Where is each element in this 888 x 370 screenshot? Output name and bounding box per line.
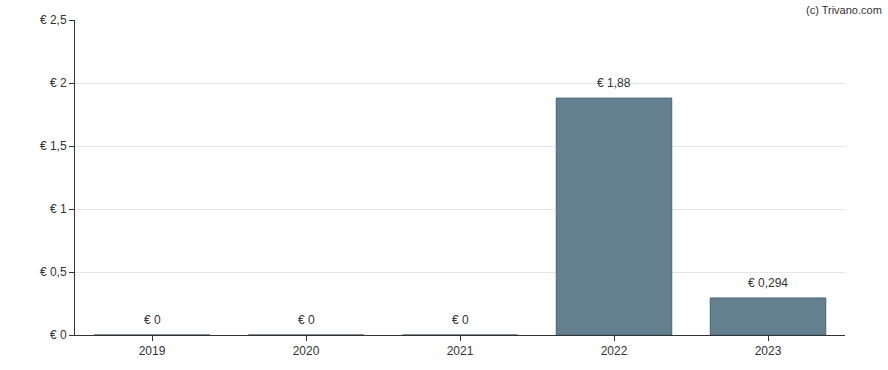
svg-text:€ 0,294: € 0,294: [748, 276, 788, 290]
svg-text:€ 0,5: € 0,5: [40, 265, 67, 279]
svg-text:2022: 2022: [601, 344, 628, 358]
svg-text:€ 2,5: € 2,5: [40, 13, 67, 27]
svg-text:€ 0: € 0: [144, 313, 161, 327]
svg-text:2023: 2023: [755, 344, 782, 358]
svg-text:(c) Trivano.com: (c) Trivano.com: [806, 4, 882, 16]
svg-text:€ 2: € 2: [50, 76, 67, 90]
svg-text:€ 0: € 0: [452, 313, 469, 327]
svg-text:2021: 2021: [447, 344, 474, 358]
svg-text:€ 1,88: € 1,88: [597, 76, 631, 90]
svg-text:€ 0: € 0: [50, 328, 67, 342]
svg-text:€ 1,5: € 1,5: [40, 139, 67, 153]
svg-text:€ 1: € 1: [50, 202, 67, 216]
svg-text:2020: 2020: [293, 344, 320, 358]
svg-text:€ 0: € 0: [298, 313, 315, 327]
svg-text:2019: 2019: [139, 344, 166, 358]
